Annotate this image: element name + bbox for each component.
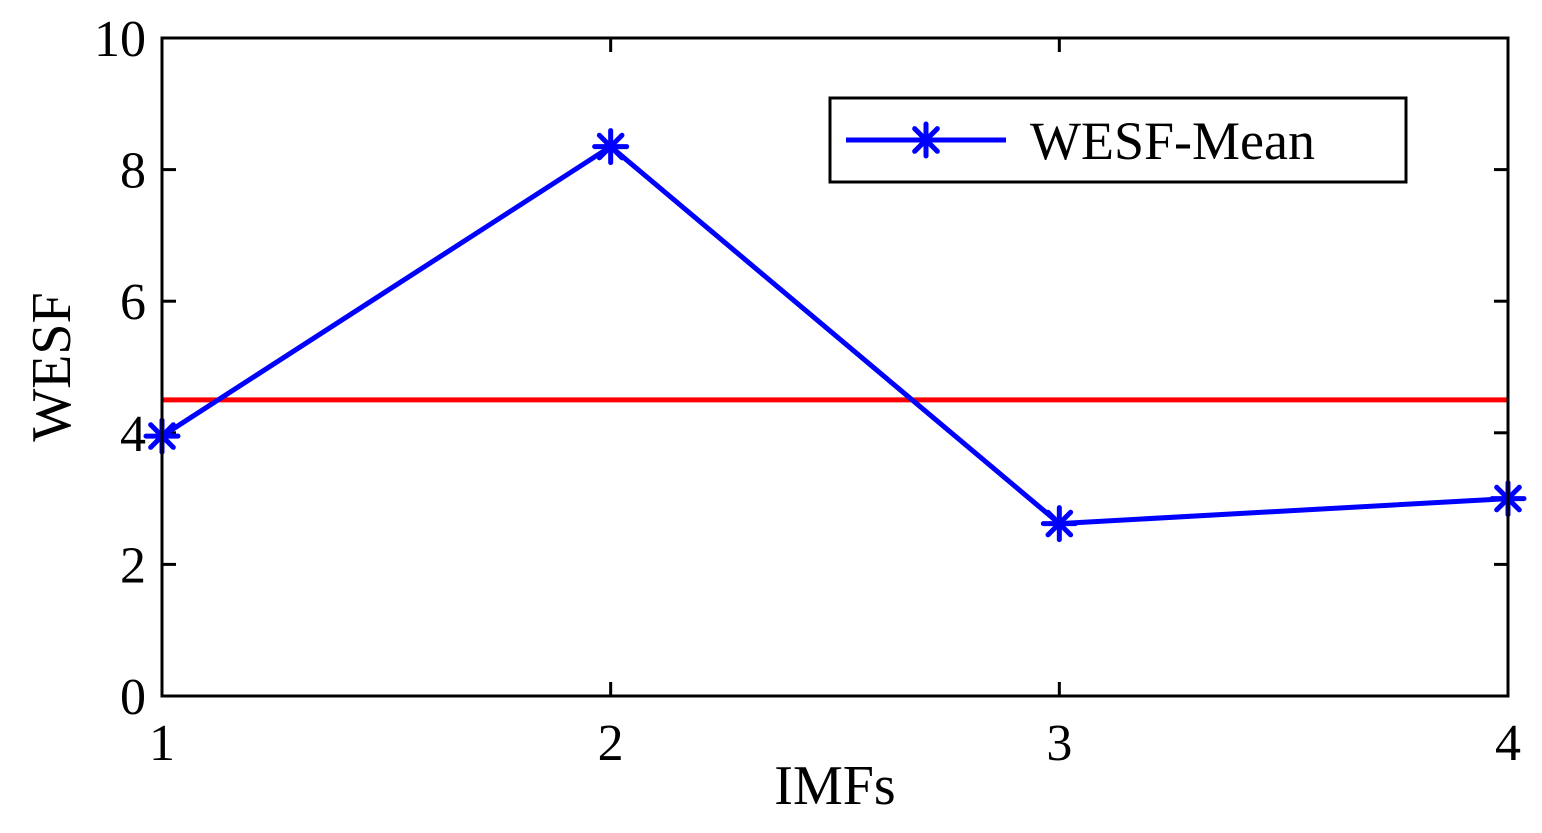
x-tick-label: 4 bbox=[1495, 715, 1521, 772]
series-line bbox=[160, 144, 1509, 527]
legend-asterisk bbox=[907, 121, 945, 159]
legend-series-label: WESF-Mean bbox=[1030, 111, 1315, 171]
y-tick-label: 2 bbox=[120, 537, 146, 594]
y-tick-label: 10 bbox=[94, 11, 146, 68]
series-layer bbox=[143, 128, 1527, 543]
data-point-marker bbox=[1040, 505, 1078, 543]
y-tick-label: 8 bbox=[120, 143, 146, 200]
y-tick-label: 6 bbox=[120, 274, 146, 331]
x-tick-label: 2 bbox=[598, 715, 624, 772]
legend-series-marker bbox=[907, 121, 945, 159]
tick-labels-layer: 1 2 3 4 0 2 4 6 8 10 bbox=[94, 11, 1521, 772]
x-axis-label: IMFs bbox=[774, 755, 895, 817]
x-tick-label: 1 bbox=[149, 715, 175, 772]
y-axis-label: WESF bbox=[21, 292, 83, 441]
y-tick-label: 4 bbox=[120, 406, 146, 463]
y-tick-label: 0 bbox=[120, 669, 146, 726]
legend: WESF-Mean bbox=[828, 96, 1408, 184]
plot-frame bbox=[160, 36, 1510, 698]
x-tick-label: 3 bbox=[1046, 715, 1072, 772]
data-point-marker bbox=[592, 128, 630, 166]
